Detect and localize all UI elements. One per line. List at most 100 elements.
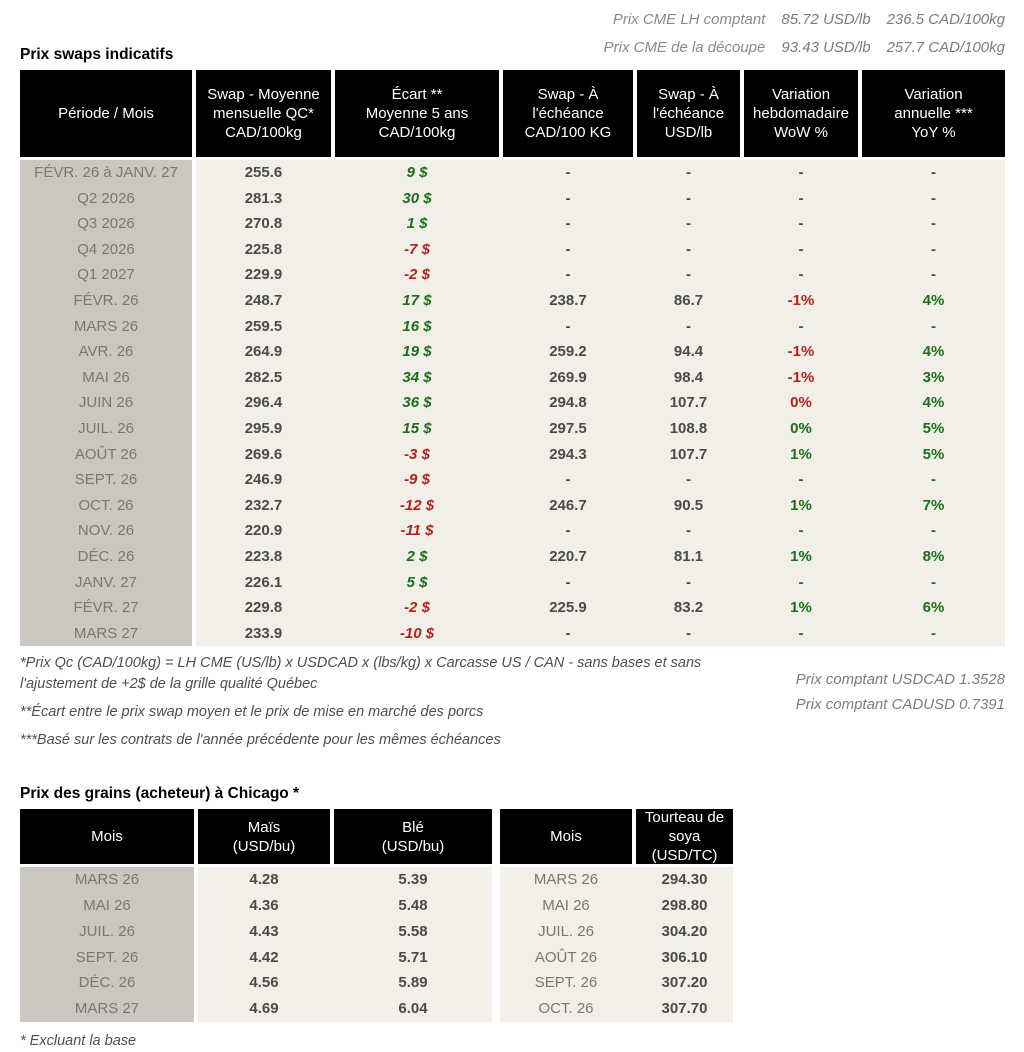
cell-value: 248.7: [196, 287, 335, 314]
cell-value: 298.80: [636, 893, 733, 919]
cell-period: Q2 2026: [20, 185, 196, 212]
cell-value: -: [637, 467, 744, 493]
cell-value: 225.9: [503, 595, 637, 621]
cell-period: MARS 27: [20, 620, 196, 647]
cell-value: -: [637, 313, 744, 340]
cell-value: 9 $: [335, 160, 503, 186]
footnote-price-formula: *Prix Qc (CAD/100kg) = LH CME (US/lb) x …: [20, 655, 702, 693]
footnote-ecart: **Écart entre le prix swap moyen et le p…: [20, 704, 484, 721]
cme-cutout-cad-value: 257.7 CAD/100kg: [886, 39, 1005, 56]
cell-value: -9 $: [335, 467, 503, 493]
cell-value: 5%: [862, 415, 1005, 442]
cell-value: 270.8: [196, 211, 335, 237]
cell-period: JUIL. 26: [500, 918, 636, 945]
cell-value: 81.1: [637, 543, 744, 570]
cell-value: 5.48: [334, 893, 500, 919]
cell-period: DÉC. 26: [20, 970, 198, 997]
cell-value: -2 $: [335, 595, 503, 621]
cell-value: 4.42: [198, 944, 334, 971]
cell-value: 220.9: [196, 518, 335, 544]
cell-value: 5.58: [334, 918, 500, 945]
cell-period: MARS 26: [20, 313, 196, 340]
cell-value: 107.7: [637, 390, 744, 416]
cell-period: MAI 26: [20, 893, 198, 919]
cell-value: 1%: [744, 492, 862, 519]
cell-value: -: [862, 620, 1005, 647]
cell-value: -: [862, 160, 1005, 186]
cell-value: 259.5: [196, 313, 335, 340]
cell-value: -: [744, 160, 862, 186]
cell-value: -: [503, 467, 637, 493]
cell-period: FÉVR. 27: [20, 595, 196, 621]
cell-period: JANV. 27: [20, 569, 196, 596]
cell-value: 7%: [862, 492, 1005, 519]
cell-value: 282.5: [196, 364, 335, 391]
col-header: Variation annuelle *** YoY %: [862, 70, 1005, 160]
cell-value: 4.56: [198, 970, 334, 997]
cell-value: 108.8: [637, 415, 744, 442]
cell-value: 238.7: [503, 287, 637, 314]
cell-value: -: [503, 620, 637, 647]
cell-value: -11 $: [335, 518, 503, 544]
cell-value: 220.7: [503, 543, 637, 570]
cell-value: -2 $: [335, 262, 503, 288]
cme-cutout-usd-value: 93.43 USD/lb: [781, 39, 871, 56]
cell-value: 94.4: [637, 339, 744, 365]
cell-value: 246.7: [503, 492, 637, 519]
cell-period: OCT. 26: [20, 492, 196, 519]
cell-value: 229.8: [196, 595, 335, 621]
cell-period: Q3 2026: [20, 211, 196, 237]
cell-value: -: [744, 262, 862, 288]
cell-value: 90.5: [637, 492, 744, 519]
cell-value: -: [637, 160, 744, 186]
footnotes-section: Prix comptant USDCAD 1.3528 Prix comptan…: [20, 653, 1005, 758]
cell-value: 5.39: [334, 867, 500, 894]
cell-value: 264.9: [196, 339, 335, 365]
col-header: Période / Mois: [20, 70, 196, 160]
cell-value: -: [744, 467, 862, 493]
cell-period: AOÛT 26: [500, 944, 636, 971]
cell-value: 0%: [744, 390, 862, 416]
cell-value: -: [503, 160, 637, 186]
cell-value: 295.9: [196, 415, 335, 442]
cell-value: -: [637, 185, 744, 212]
cell-period: JUIN 26: [20, 390, 196, 416]
cell-value: 4.69: [198, 996, 334, 1023]
spot-usdcad: Prix comptant USDCAD 1.3528: [795, 671, 1005, 689]
grains-table: Mois Maïs (USD/bu) Blé (USD/bu) Mois Tourteau …: [20, 809, 1005, 1023]
cell-value: 5 $: [335, 569, 503, 596]
cell-value: 4%: [862, 390, 1005, 416]
cell-value: -: [744, 185, 862, 212]
col-header: Maïs (USD/bu): [198, 809, 334, 868]
cell-period: JUIL. 26: [20, 918, 198, 945]
cell-period: NOV. 26: [20, 518, 196, 544]
swaps-table: Période / Mois Swap - Moyenne mensuelle QC…: [20, 70, 1005, 647]
cell-value: -: [637, 262, 744, 288]
cell-value: -: [744, 569, 862, 596]
cell-value: -: [503, 569, 637, 596]
cell-value: -: [862, 185, 1005, 212]
cell-value: -: [503, 262, 637, 288]
cell-period: FÉVR. 26: [20, 287, 196, 314]
cme-cutout-label: Prix CME de la découpe: [603, 39, 766, 56]
cell-value: 307.20: [636, 970, 733, 997]
cell-value: -: [637, 518, 744, 544]
cme-lh-cad-value: 236.5 CAD/100kg: [886, 11, 1005, 28]
cell-value: -: [744, 620, 862, 647]
col-header: Swap - Moyenne mensuelle QC* CAD/100kg: [196, 70, 335, 160]
cell-value: -: [503, 518, 637, 544]
cell-value: 8%: [862, 543, 1005, 570]
cell-value: 246.9: [196, 467, 335, 493]
cell-value: 307.70: [636, 996, 733, 1023]
cell-value: 5.89: [334, 970, 500, 997]
cell-period: SEPT. 26: [500, 970, 636, 997]
col-header: Mois: [20, 809, 198, 868]
cell-value: 34 $: [335, 364, 503, 391]
cell-value: -: [862, 313, 1005, 340]
col-header: Mois: [500, 809, 636, 868]
cell-value: 4.43: [198, 918, 334, 945]
cell-value: 232.7: [196, 492, 335, 519]
cell-value: 86.7: [637, 287, 744, 314]
cell-period: MARS 26: [20, 867, 198, 894]
cell-value: 229.9: [196, 262, 335, 288]
